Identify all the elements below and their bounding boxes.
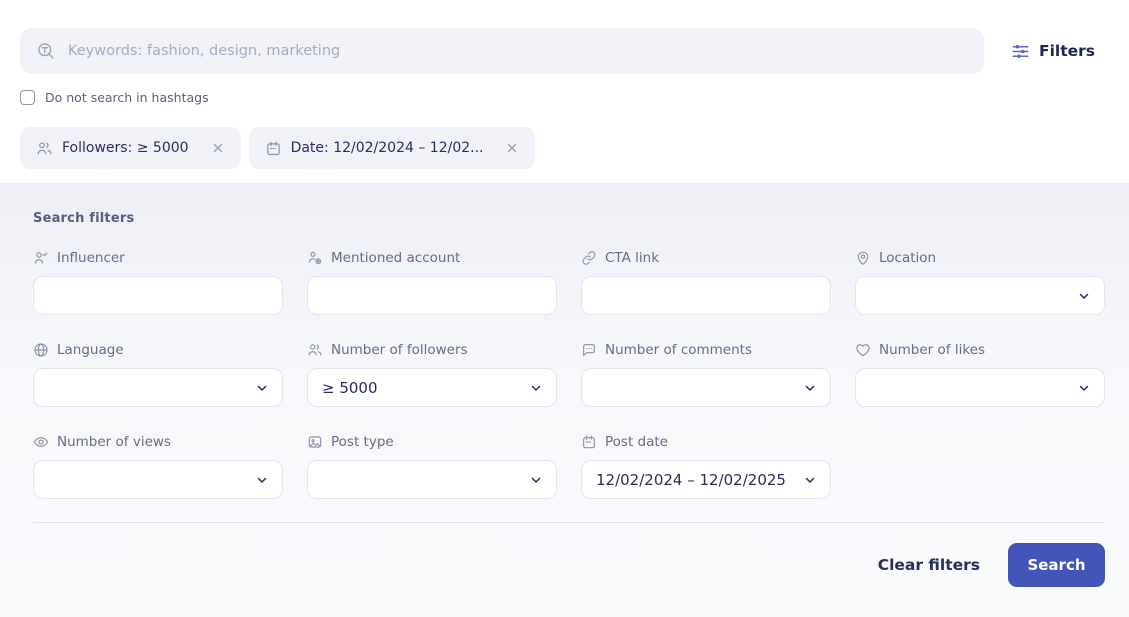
field-language: Language [33, 342, 283, 407]
calendar-icon [581, 434, 597, 450]
field-number-of-likes: Number of likes [855, 342, 1105, 407]
field-mentioned-account: Mentioned account [307, 250, 557, 315]
active-filter-chips: Followers: ≥ 5000 Date: 12/02/2024 – 12/… [0, 105, 1129, 169]
field-number-of-views: Number of views [33, 434, 283, 499]
hashtag-checkbox[interactable] [20, 90, 35, 105]
chevron-down-icon [1078, 290, 1090, 302]
field-influencer: Influencer [33, 250, 283, 315]
panel-footer: Clear filters Search [33, 543, 1105, 587]
number-of-views-select[interactable] [33, 460, 283, 499]
post-type-select[interactable] [307, 460, 557, 499]
globe-icon [33, 342, 49, 358]
sliders-icon [1011, 42, 1030, 61]
hashtag-checkbox-row: Do not search in hashtags [0, 74, 1129, 105]
language-select[interactable] [33, 368, 283, 407]
mentioned-account-input[interactable] [322, 286, 542, 305]
chip-followers-label: Followers: ≥ 5000 [62, 140, 189, 156]
field-cta-link-label: CTA link [605, 250, 660, 266]
field-number-of-followers: Number of followers ≥ 5000 [307, 342, 557, 407]
cta-link-input[interactable] [596, 286, 816, 305]
map-pin-icon [855, 250, 871, 266]
field-number-of-followers-label: Number of followers [331, 342, 468, 358]
header: Filters Do not search in hashtags Follow… [0, 0, 1129, 183]
eye-icon [33, 434, 49, 450]
field-post-type-label: Post type [331, 434, 394, 450]
search-button[interactable]: Search [1008, 543, 1105, 587]
chevron-down-icon [804, 474, 816, 486]
number-of-likes-select[interactable] [855, 368, 1105, 407]
clear-filters-button[interactable]: Clear filters [877, 556, 980, 574]
chevron-down-icon [804, 382, 816, 394]
hashtag-checkbox-label: Do not search in hashtags [45, 90, 209, 105]
comment-icon [581, 342, 597, 358]
chevron-down-icon [1078, 382, 1090, 394]
close-icon[interactable] [211, 141, 225, 155]
filters-grid: Influencer Mentioned account [33, 250, 1105, 499]
field-number-of-comments: Number of comments [581, 342, 831, 407]
heart-icon [855, 342, 871, 358]
search-filters-panel: Search filters Influencer [0, 183, 1129, 617]
people-icon [36, 140, 53, 157]
calendar-icon [265, 140, 282, 157]
field-number-of-views-label: Number of views [57, 434, 171, 450]
field-post-type: Post type [307, 434, 557, 499]
person-check-icon [33, 250, 49, 266]
chevron-down-icon [256, 382, 268, 394]
field-cta-link: CTA link [581, 250, 831, 315]
chip-date[interactable]: Date: 12/02/2024 – 12/02... [248, 127, 536, 169]
location-select[interactable] [855, 276, 1105, 315]
keyword-search-bar[interactable] [20, 28, 984, 74]
post-date-select[interactable]: 12/02/2024 – 12/02/2025 [581, 460, 831, 499]
field-post-date: Post date 12/02/2024 – 12/02/2025 [581, 434, 831, 499]
field-location-label: Location [879, 250, 937, 266]
link-icon [581, 250, 597, 266]
close-icon[interactable] [505, 141, 519, 155]
number-of-followers-select[interactable]: ≥ 5000 [307, 368, 557, 407]
field-number-of-comments-label: Number of comments [605, 342, 752, 358]
footer-divider [33, 522, 1105, 523]
people-icon [307, 342, 323, 358]
search-input[interactable] [68, 43, 968, 59]
influencer-input[interactable] [48, 286, 268, 305]
field-location: Location [855, 250, 1105, 315]
chip-followers[interactable]: Followers: ≥ 5000 [20, 127, 241, 169]
number-of-comments-select[interactable] [581, 368, 831, 407]
chevron-down-icon [530, 382, 542, 394]
field-influencer-label: Influencer [57, 250, 125, 266]
field-post-date-label: Post date [605, 434, 668, 450]
person-at-icon [307, 250, 323, 266]
chip-date-label: Date: 12/02/2024 – 12/02... [290, 140, 484, 156]
panel-title: Search filters [33, 211, 135, 226]
chevron-down-icon [256, 474, 268, 486]
filters-button-label: Filters [1038, 42, 1095, 60]
image-icon [307, 434, 323, 450]
chevron-down-icon [530, 474, 542, 486]
field-language-label: Language [57, 342, 124, 358]
search-text-icon [36, 41, 56, 61]
field-number-of-likes-label: Number of likes [879, 342, 986, 358]
field-mentioned-account-label: Mentioned account [331, 250, 461, 266]
filters-button[interactable]: Filters [1011, 42, 1095, 61]
